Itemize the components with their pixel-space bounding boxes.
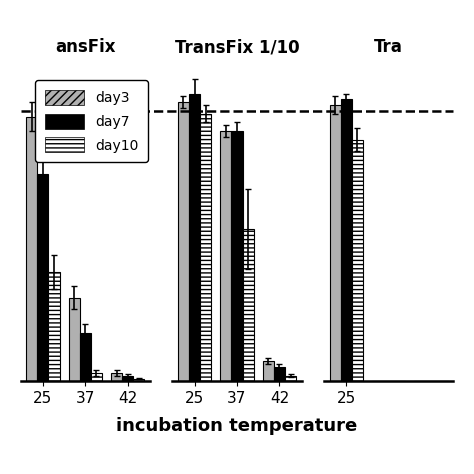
Bar: [329, 105, 341, 382]
Bar: [111, 373, 122, 382]
Bar: [91, 373, 102, 382]
Bar: [220, 131, 231, 382]
Text: ansFix: ansFix: [55, 38, 116, 56]
Bar: [122, 376, 133, 382]
Bar: [243, 229, 254, 382]
Legend: day3, day7, day10: day3, day7, day10: [35, 81, 148, 162]
Bar: [48, 272, 60, 382]
Bar: [352, 140, 363, 382]
X-axis label: incubation temperature: incubation temperature: [117, 417, 357, 435]
Bar: [263, 361, 274, 382]
Bar: [69, 298, 80, 382]
Bar: [231, 131, 243, 382]
Bar: [133, 379, 145, 382]
Text: TransFix 1/10: TransFix 1/10: [175, 38, 299, 56]
Bar: [26, 117, 37, 382]
Bar: [274, 367, 285, 382]
Text: Tra: Tra: [374, 38, 403, 56]
Bar: [80, 333, 91, 382]
Bar: [285, 376, 296, 382]
Bar: [37, 174, 48, 382]
Bar: [189, 93, 200, 382]
Bar: [200, 114, 211, 382]
Bar: [178, 102, 189, 382]
Bar: [341, 99, 352, 382]
